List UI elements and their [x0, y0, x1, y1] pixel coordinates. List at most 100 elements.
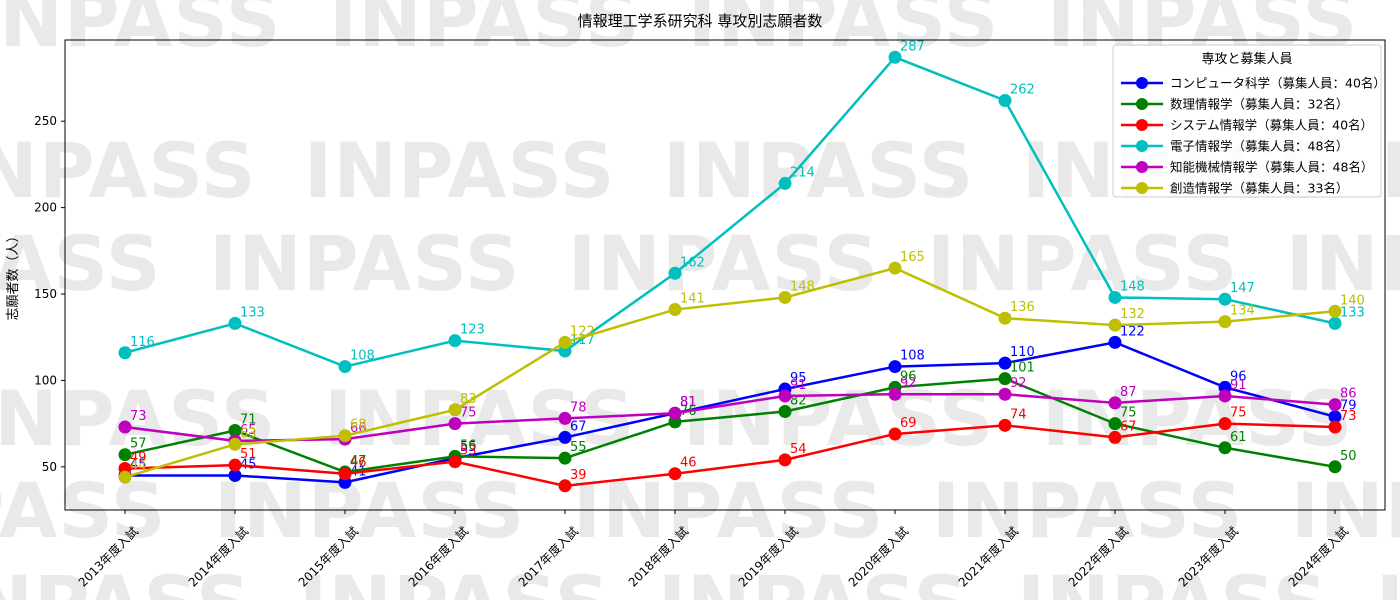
data-label: 65: [240, 423, 257, 438]
x-tick-label: 2020年度入試: [845, 524, 911, 590]
data-point: [448, 455, 462, 469]
data-label: 87: [1120, 385, 1137, 400]
legend-item-label: コンピュータ科学（募集人員：40名）: [1170, 76, 1386, 91]
data-point: [558, 335, 572, 349]
data-point: [778, 453, 792, 467]
data-label: 214: [790, 165, 815, 180]
data-point: [558, 411, 572, 425]
x-tick-label: 2021年度入試: [955, 524, 1021, 590]
legend-item-label: 知能機械情報学（募集人員：48名）: [1170, 160, 1373, 175]
y-tick-label: 100: [34, 373, 57, 387]
y-tick-label: 50: [42, 460, 57, 474]
data-point: [118, 346, 132, 360]
series-line: [125, 341, 1336, 484]
data-label: 262: [1010, 82, 1035, 97]
data-label: 133: [1340, 305, 1365, 320]
data-label: 50: [1340, 449, 1357, 464]
data-label: 116: [130, 335, 155, 350]
data-label: 56: [460, 438, 477, 453]
plot-border: [64, 39, 1386, 511]
data-point: [1218, 315, 1232, 329]
data-label: 71: [240, 413, 257, 428]
x-tick-label: 2022年度入試: [1065, 524, 1131, 590]
data-label: 55: [460, 440, 477, 455]
data-label: 133: [240, 305, 265, 320]
data-point: [338, 360, 352, 374]
data-point: [228, 458, 242, 472]
data-point: [558, 430, 572, 444]
data-point: [118, 470, 132, 484]
data-point: [888, 50, 902, 64]
data-point: [1328, 316, 1342, 330]
data-point: [888, 360, 902, 374]
data-label: 69: [900, 416, 917, 431]
data-label: 53: [460, 444, 477, 459]
data-label: 287: [900, 39, 925, 54]
data-label: 148: [790, 279, 815, 294]
y-tick-label: 250: [34, 114, 57, 128]
legend-frame: [1112, 44, 1382, 198]
data-label: 54: [790, 442, 807, 457]
data-label: 96: [1230, 369, 1247, 384]
data-label: 46: [680, 456, 697, 471]
legend-item: 電子情報学（募集人員：48名）: [1121, 139, 1348, 154]
data-label: 73: [1340, 409, 1357, 424]
x-tick-label: 2013年度入試: [75, 524, 141, 590]
data-label: 108: [900, 349, 925, 364]
data-point: [778, 290, 792, 304]
data-point: [778, 176, 792, 190]
data-label: 162: [680, 255, 705, 270]
legend-item-label: システム情報学（募集人員：40名）: [1170, 118, 1373, 133]
data-label: 79: [1340, 399, 1357, 414]
data-label: 67: [1120, 419, 1137, 434]
data-point: [998, 311, 1012, 325]
data-label: 81: [680, 395, 697, 410]
data-label: 165: [900, 250, 925, 265]
data-point: [888, 427, 902, 441]
data-label: 75: [1120, 406, 1137, 421]
data-label: 46: [350, 456, 367, 471]
data-label: 57: [130, 437, 147, 452]
legend-item-label: 電子情報学（募集人員：48名）: [1170, 139, 1348, 154]
legend-item: 創造情報学（募集人員：33名）: [1121, 181, 1348, 196]
data-label: 73: [130, 409, 147, 424]
data-point: [228, 468, 242, 482]
data-label: 95: [790, 371, 807, 386]
legend-item-label: 数理情報学（募集人員：32名）: [1170, 97, 1348, 112]
data-label: 82: [790, 394, 807, 409]
data-point: [338, 467, 352, 481]
data-point: [228, 424, 242, 438]
data-label: 49: [130, 451, 147, 466]
data-label: 140: [1340, 293, 1365, 308]
data-point: [118, 448, 132, 462]
data-label: 75: [460, 406, 477, 421]
data-label: 134: [1230, 304, 1255, 319]
data-point: [1108, 396, 1122, 410]
series-line: [124, 392, 1336, 443]
data-point: [1108, 290, 1122, 304]
data-label: 47: [350, 454, 367, 469]
data-point: [778, 389, 792, 403]
data-point: [228, 437, 242, 451]
x-tick-label: 2014年度入試: [185, 524, 251, 590]
y-tick-label: 150: [34, 287, 57, 301]
data-point: [558, 479, 572, 493]
y-tick-label: 200: [34, 201, 57, 215]
legend-marker: [1136, 161, 1148, 173]
data-point: [1218, 441, 1232, 455]
legend-marker: [1136, 119, 1148, 131]
data-point: [1108, 335, 1122, 349]
data-point: [778, 405, 792, 419]
data-label: 101: [1010, 361, 1035, 376]
data-point: [1328, 420, 1342, 434]
data-label: 123: [460, 323, 485, 338]
data-label: 91: [790, 378, 807, 393]
data-point: [448, 403, 462, 417]
x-tick-label: 2015年度入試: [295, 524, 361, 590]
legend-item: 知能機械情報学（募集人員：48名）: [1121, 160, 1373, 175]
data-point: [888, 387, 902, 401]
legend-marker: [1136, 140, 1148, 152]
data-label: 68: [350, 418, 367, 433]
data-label: 55: [570, 440, 587, 455]
